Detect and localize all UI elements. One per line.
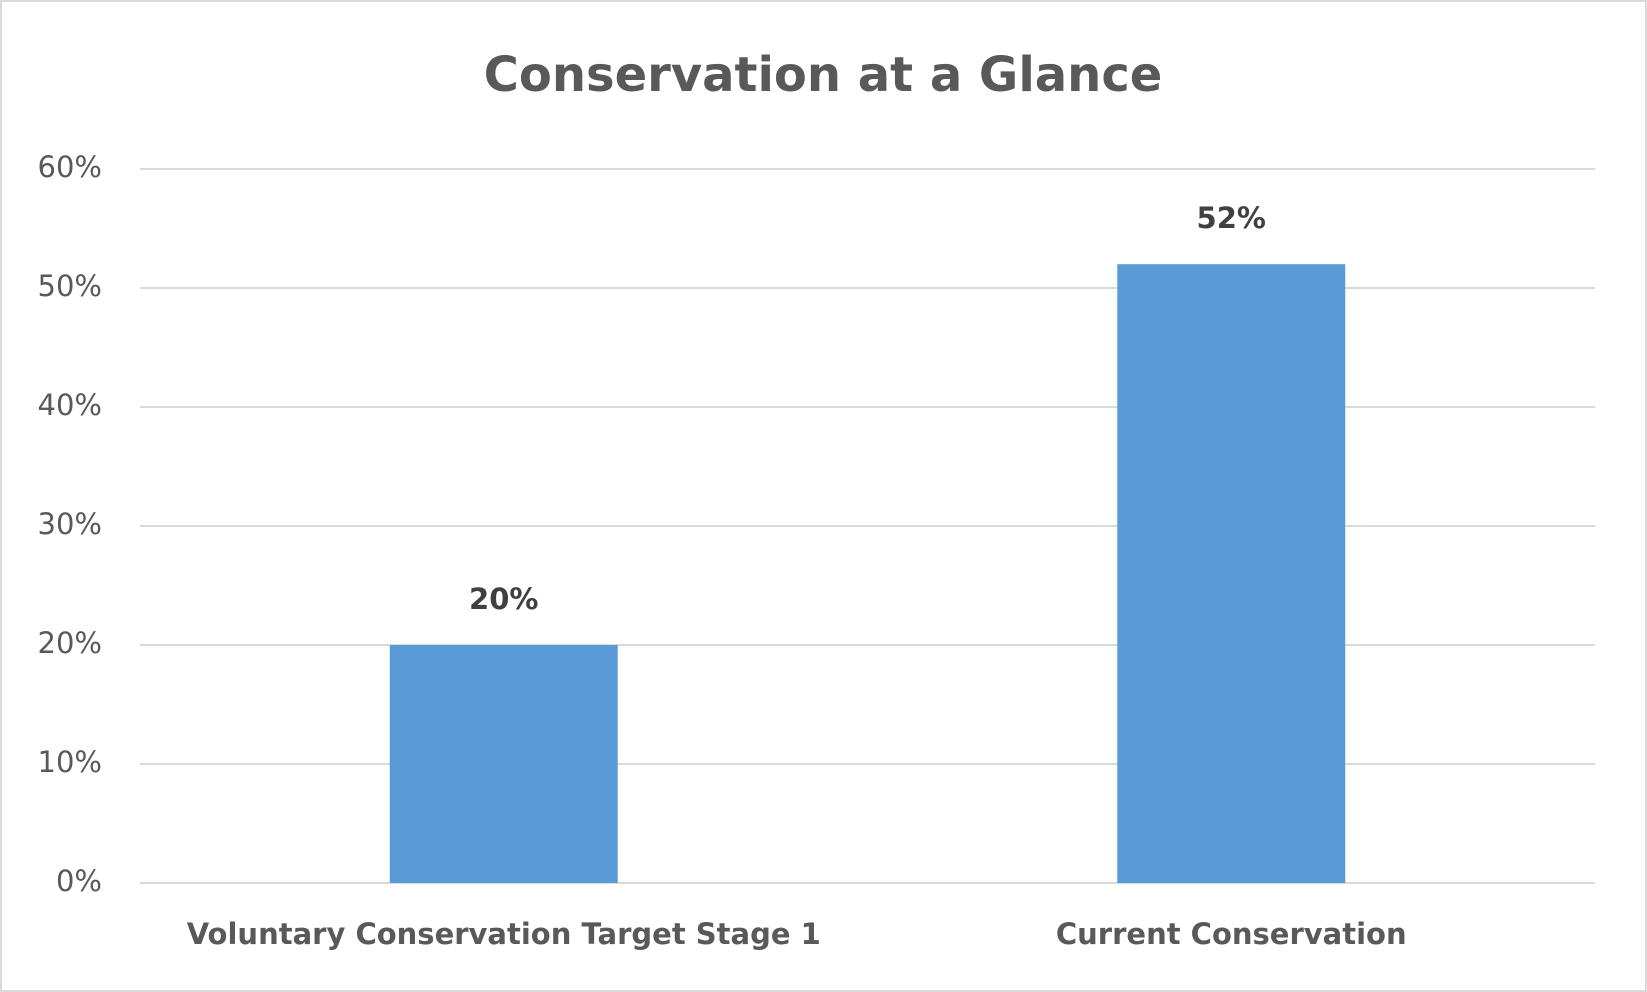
y-tick-label: 40% xyxy=(38,388,102,422)
y-tick-label: 20% xyxy=(38,626,102,660)
data-label: 52% xyxy=(1197,201,1266,235)
x-tick-label: Voluntary Conservation Target Stage 1 xyxy=(187,917,821,951)
y-tick-label: 50% xyxy=(38,269,102,303)
bar xyxy=(1117,264,1346,883)
y-tick-label: 30% xyxy=(38,507,102,541)
y-tick-label: 60% xyxy=(38,150,102,184)
data-label: 20% xyxy=(469,582,538,616)
y-tick-label: 0% xyxy=(56,864,102,898)
y-tick-label: 10% xyxy=(38,745,102,779)
x-tick-label: Current Conservation xyxy=(1056,917,1407,951)
bar xyxy=(389,645,618,883)
chart-title: Conservation at a Glance xyxy=(484,47,1163,103)
